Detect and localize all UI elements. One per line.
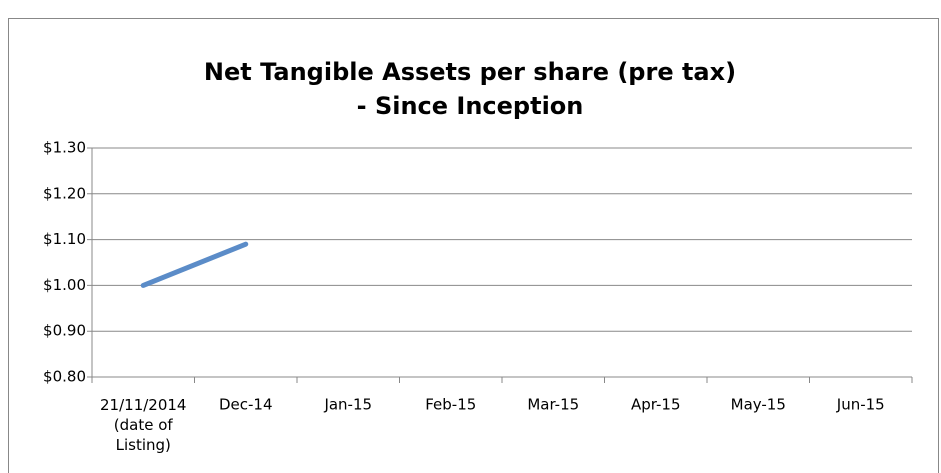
chart-title: Net Tangible Assets per share (pre tax) [204, 58, 736, 86]
chart-subtitle: - Since Inception [357, 92, 584, 120]
x-tick-label: Mar-15 [527, 396, 579, 414]
y-tick-label: $1.10 [43, 230, 86, 248]
x-tick-label: Jan-15 [323, 396, 372, 414]
y-tick-label: $1.20 [43, 184, 86, 202]
x-tick-label: Apr-15 [631, 396, 681, 414]
data-line [140, 241, 249, 288]
y-tick-label: $0.90 [43, 322, 86, 340]
x-tick-label: Dec-14 [219, 396, 273, 414]
y-tick-label: $1.30 [43, 139, 86, 157]
x-tick-label: 21/11/2014 (date of Listing) [100, 396, 186, 454]
x-tick-label: Feb-15 [425, 396, 476, 414]
x-tick-label: May-15 [731, 396, 786, 414]
y-tick-label: $0.80 [43, 368, 86, 386]
chart-border [8, 18, 939, 473]
x-tick-label: Jun-15 [836, 396, 885, 414]
y-tick-label: $1.00 [43, 276, 86, 294]
